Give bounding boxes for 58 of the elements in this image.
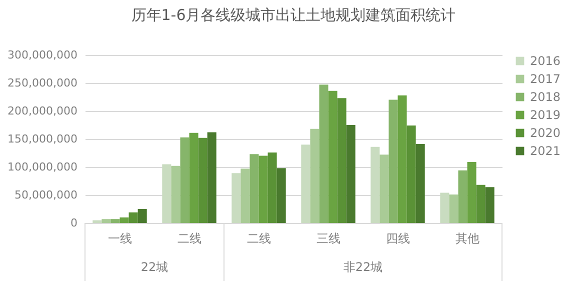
bar bbox=[102, 219, 111, 223]
bar bbox=[328, 90, 338, 223]
bar bbox=[458, 170, 468, 223]
bar bbox=[319, 84, 328, 223]
x-tick-label: 三线 bbox=[316, 232, 340, 246]
bar bbox=[258, 156, 268, 223]
x-tick-label: 四线 bbox=[386, 232, 410, 246]
bar bbox=[232, 173, 241, 223]
x-tick-label: 二线 bbox=[177, 232, 202, 246]
bar bbox=[276, 168, 286, 223]
y-tick-label: 50,000,000 bbox=[14, 188, 78, 202]
y-tick-label: 250,000,000 bbox=[8, 76, 78, 90]
legend-label: 2018 bbox=[530, 90, 561, 104]
text: 22城 bbox=[140, 260, 168, 274]
bar bbox=[162, 164, 172, 223]
bar bbox=[380, 154, 389, 223]
bar bbox=[198, 138, 208, 223]
bar bbox=[370, 146, 380, 223]
legend-label: 2021 bbox=[530, 144, 561, 158]
y-tick-label: 100,000,000 bbox=[8, 160, 78, 174]
bar bbox=[337, 98, 346, 223]
y-tick-label: 300,000,000 bbox=[8, 48, 78, 62]
bar bbox=[110, 219, 120, 223]
bar bbox=[485, 187, 494, 223]
bar bbox=[138, 209, 147, 223]
bar bbox=[476, 184, 486, 223]
legend-label: 2020 bbox=[530, 126, 561, 140]
y-tick-label: 200,000,000 bbox=[8, 104, 78, 118]
text: 非22城 bbox=[343, 260, 383, 274]
bar bbox=[346, 125, 356, 223]
x-tick-label: 其他 bbox=[455, 232, 480, 246]
y-tick-label: 150,000,000 bbox=[8, 132, 78, 146]
chart-title: 历年1-6月各线级城市出让土地规划建筑面积统计 bbox=[131, 6, 456, 24]
bar bbox=[398, 95, 407, 223]
legend-label: 2019 bbox=[530, 108, 561, 122]
bar bbox=[310, 128, 320, 223]
bar bbox=[180, 137, 190, 223]
bar bbox=[440, 192, 450, 223]
bar bbox=[92, 220, 102, 223]
bar bbox=[467, 162, 476, 223]
bar bbox=[406, 126, 416, 223]
bar bbox=[128, 212, 138, 223]
y-tick-label: 0 bbox=[70, 216, 78, 230]
legend-label: 2016 bbox=[530, 54, 561, 68]
bar bbox=[240, 168, 250, 223]
bar bbox=[171, 166, 180, 223]
x-tick-label: 二线 bbox=[246, 232, 271, 246]
legend-label: 2017 bbox=[530, 72, 561, 86]
bar bbox=[268, 152, 277, 223]
bar bbox=[207, 132, 216, 223]
x-tick-label: 一线 bbox=[108, 232, 132, 246]
bar bbox=[388, 100, 398, 223]
bar bbox=[189, 132, 198, 223]
bar bbox=[416, 144, 425, 223]
bar bbox=[301, 144, 310, 223]
bar bbox=[250, 154, 259, 223]
bar bbox=[120, 217, 129, 223]
bar bbox=[449, 194, 458, 223]
